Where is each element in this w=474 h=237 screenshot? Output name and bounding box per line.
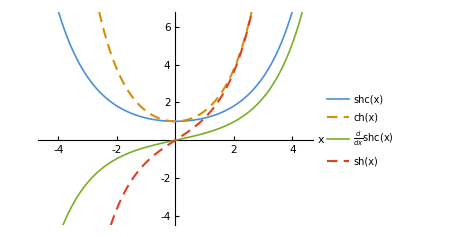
Legend: shc(x), ch(x), $\frac{d}{dx}$shc(x), sh(x): shc(x), ch(x), $\frac{d}{dx}$shc(x), sh(… bbox=[327, 95, 394, 166]
Text: x: x bbox=[317, 135, 324, 145]
